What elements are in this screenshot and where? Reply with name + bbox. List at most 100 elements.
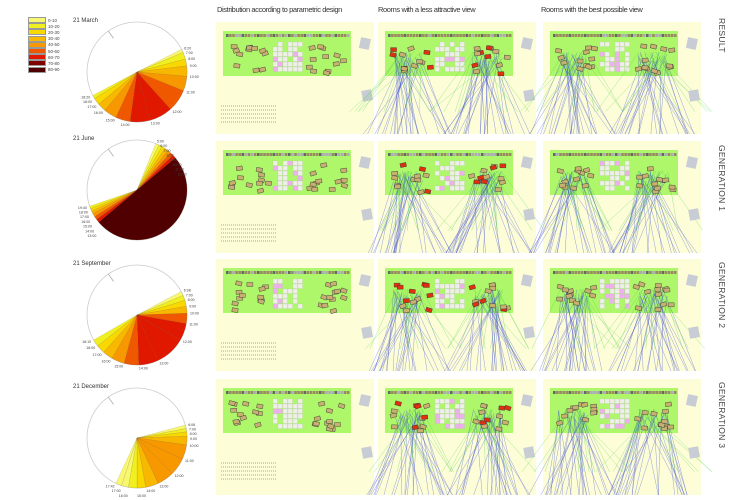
grid-cell [624, 66, 630, 72]
room-unit [656, 176, 664, 183]
grid-cell [604, 160, 610, 166]
building-strip-cell [409, 271, 413, 274]
grid-cell [604, 408, 610, 414]
hour-label: 14:00 [146, 489, 155, 493]
room-unit [236, 51, 244, 58]
building-strip-cell [244, 153, 248, 156]
view-line [398, 295, 420, 372]
building-strip-cell [303, 153, 307, 156]
building-strip-cell [434, 34, 438, 37]
view-line [572, 295, 585, 372]
building-strip-cell [291, 34, 294, 37]
room-unit [400, 65, 408, 72]
grid-cell [297, 408, 303, 414]
building-strip-cell [630, 153, 634, 156]
room-unit [480, 167, 488, 174]
building-strip-cell [226, 271, 229, 274]
building-strip-cell [593, 391, 596, 394]
view-line [632, 415, 642, 496]
hour-label: 11:00 [189, 323, 198, 327]
view-line [395, 295, 408, 372]
room-unit [258, 286, 266, 292]
building-strip-cell [468, 271, 472, 274]
view-line [579, 170, 612, 231]
grid-cell [619, 180, 625, 186]
grid-cell [614, 160, 620, 166]
room-unit [559, 182, 567, 188]
building-strip-cell [565, 153, 568, 156]
grid-cell [614, 66, 620, 72]
sun-slice [136, 437, 159, 488]
sun-slice [92, 71, 138, 99]
grid-cell [277, 298, 283, 304]
grid-cell [619, 398, 625, 404]
grid-cell [434, 288, 440, 294]
grid-cell [609, 283, 615, 289]
hour-label: 18:00 [79, 210, 88, 214]
legend-swatch [28, 60, 46, 67]
sun-slice [136, 71, 171, 121]
grid-cell [287, 51, 293, 57]
view-line [368, 411, 405, 496]
building-strip-cell [655, 391, 658, 394]
grid-cell [449, 423, 455, 429]
grid-cell [292, 278, 298, 284]
grid-cell [277, 41, 283, 47]
view-line [623, 179, 640, 254]
view-line [400, 413, 403, 496]
building-strip-cell [250, 153, 254, 156]
building-strip-cell [611, 271, 615, 274]
view-line [563, 53, 616, 135]
building-strip-cell [615, 391, 618, 394]
room-unit [251, 46, 259, 51]
building-strip-cell [636, 153, 640, 156]
building-strip-cell [556, 391, 559, 394]
grid-cell [624, 175, 630, 181]
grid-cell [282, 403, 288, 409]
site-plan-panel [216, 259, 374, 371]
building-strip-cell [322, 34, 325, 37]
grid-cell [272, 403, 278, 409]
grid-cell [609, 298, 615, 304]
view-line [443, 58, 503, 135]
grid-cell [614, 180, 620, 186]
view-line [613, 61, 642, 135]
view-line [667, 170, 679, 231]
legend-label: 40-50 [48, 42, 60, 48]
room-unit [641, 173, 649, 179]
grid-cell [277, 303, 283, 309]
grid-cell [459, 41, 465, 47]
view-line [396, 408, 414, 472]
room-unit [311, 186, 319, 192]
view-line [454, 178, 501, 254]
building-strip-cell [499, 271, 503, 274]
room-unit [566, 408, 574, 413]
grid-cell [444, 403, 450, 409]
grid-cell [599, 288, 605, 294]
view-line [631, 178, 639, 254]
room-unit [588, 56, 596, 62]
room-unit [423, 283, 430, 288]
room-unit [312, 420, 320, 427]
building-strip-cell [655, 34, 658, 37]
grid-cell [454, 303, 460, 309]
view-line [658, 288, 689, 349]
building-strip-cell [281, 271, 285, 274]
grid-cell [439, 61, 445, 67]
building-strip-cell [624, 34, 627, 37]
view-line [379, 170, 410, 231]
room-unit [480, 423, 488, 430]
grid-cell [272, 46, 278, 52]
room-unit [473, 68, 481, 75]
view-line [620, 58, 646, 135]
view-line [484, 51, 530, 112]
room-unit [501, 419, 509, 426]
grid-cell [449, 66, 455, 72]
grid-cell [287, 288, 293, 294]
context-building [358, 156, 371, 169]
legend-swatch [28, 66, 46, 73]
room-unit [632, 283, 641, 290]
grid-cell [454, 185, 460, 191]
context-building [523, 208, 535, 221]
building-strip-cell [284, 271, 288, 274]
